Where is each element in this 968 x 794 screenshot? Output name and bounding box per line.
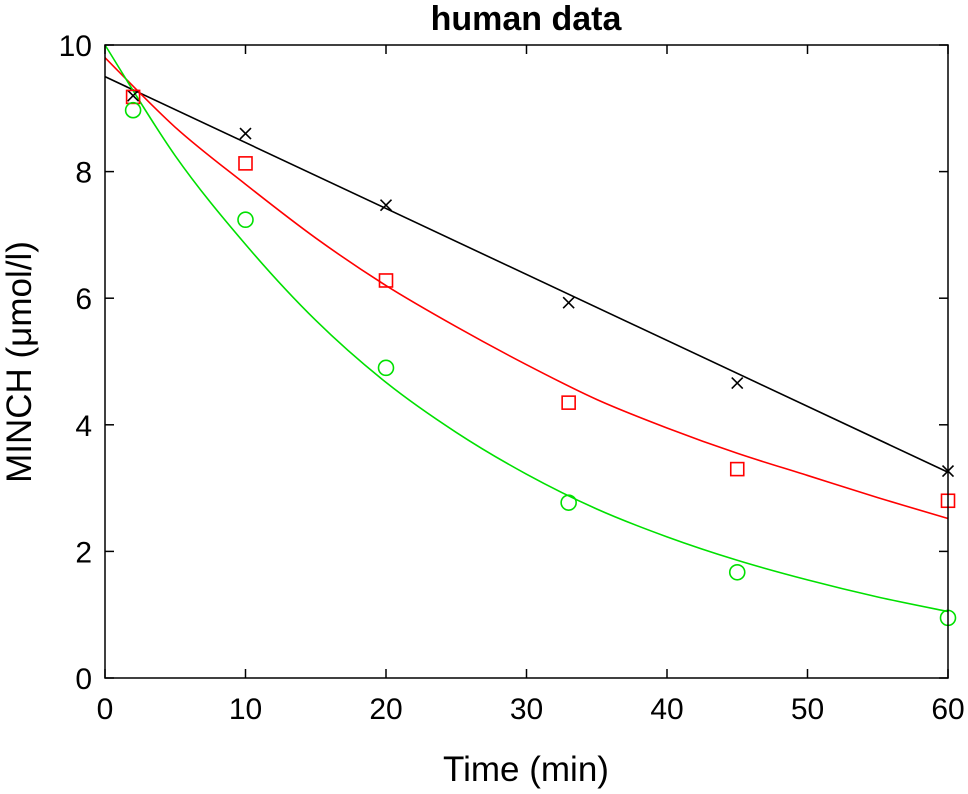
data-point-series-1 xyxy=(379,199,393,212)
data-point-series-1 xyxy=(562,296,575,309)
fit-line-series-2 xyxy=(104,57,949,520)
x-tick-label: 40 xyxy=(650,693,683,726)
chart-title: human data xyxy=(431,0,623,38)
data-markers xyxy=(124,89,957,627)
fit-line-series-1 xyxy=(104,75,949,473)
x-tick-label: 60 xyxy=(931,693,964,726)
axis-ticks xyxy=(104,44,949,679)
y-tick-label: 0 xyxy=(75,663,92,696)
plot-area xyxy=(105,45,948,678)
data-point-series-1 xyxy=(239,127,252,140)
x-tick-label: 0 xyxy=(97,693,114,726)
data-point-series-2 xyxy=(561,395,576,410)
y-axis-label: MINCH (μmol/l) xyxy=(0,241,39,483)
y-tick-label: 10 xyxy=(59,30,92,63)
fit-line-series-3 xyxy=(104,44,949,613)
data-point-series-3 xyxy=(237,211,254,229)
x-tick-label: 50 xyxy=(791,693,824,726)
x-tick-label: 30 xyxy=(510,693,543,726)
y-tick-label: 8 xyxy=(75,157,92,190)
data-point-series-2 xyxy=(729,461,745,477)
data-point-series-2 xyxy=(238,156,253,171)
y-tick-label: 2 xyxy=(75,536,92,569)
x-axis-label: Time (min) xyxy=(443,750,609,789)
data-point-series-3 xyxy=(560,494,577,511)
fit-lines xyxy=(104,44,949,613)
y-tick-label: 4 xyxy=(75,410,92,443)
tick-labels: 0 10 20 30 40 50 60 0 2 4 6 8 10 xyxy=(59,30,965,726)
y-tick-label: 6 xyxy=(75,283,92,316)
data-point-series-3 xyxy=(377,359,395,377)
data-point-series-3 xyxy=(124,101,142,119)
x-tick-label: 20 xyxy=(369,693,402,726)
data-point-series-2 xyxy=(378,273,394,288)
data-point-series-3 xyxy=(728,563,746,581)
data-point-series-1 xyxy=(731,376,744,390)
x-tick-label: 10 xyxy=(229,693,262,726)
data-point-series-1 xyxy=(127,89,140,102)
